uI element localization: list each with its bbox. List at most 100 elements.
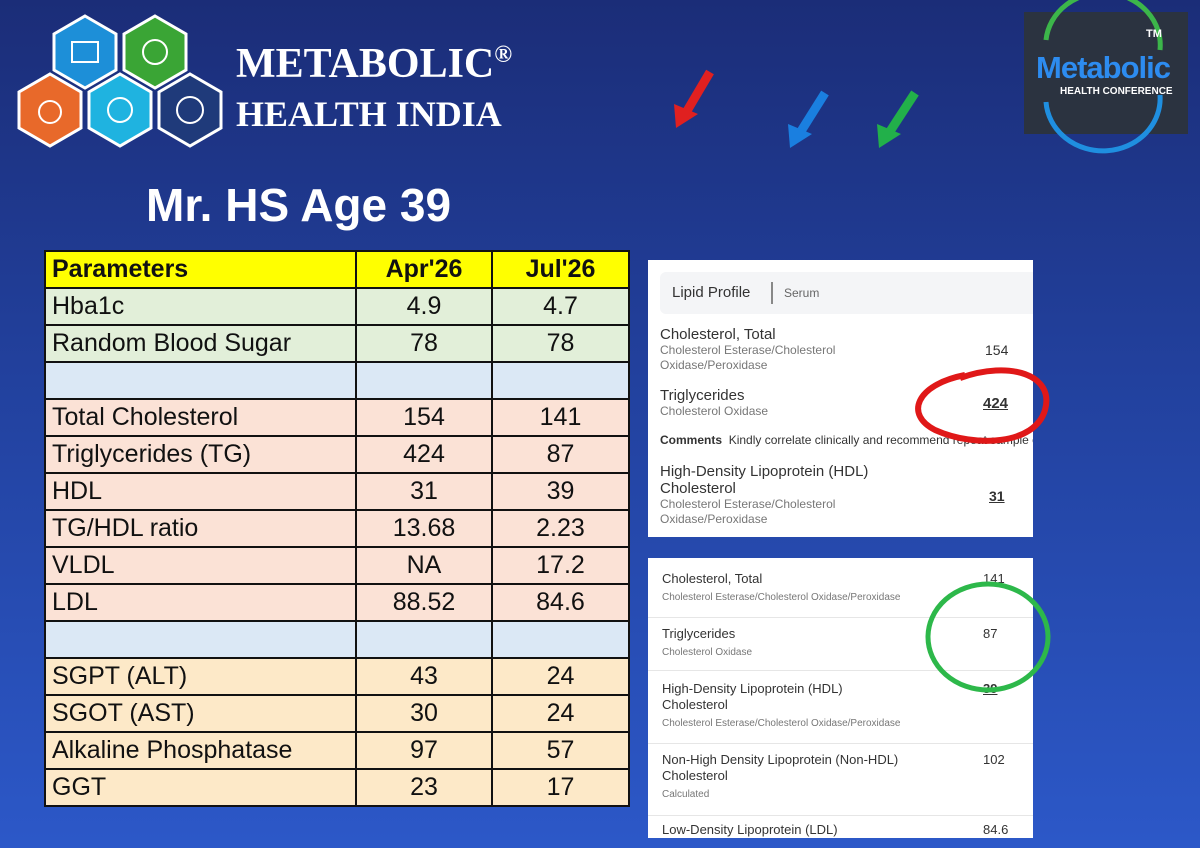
trademark: TM (1146, 28, 1162, 40)
table-cell: 78 (355, 324, 493, 363)
table-cell: Hba1c (44, 287, 357, 326)
table-cell: 88.52 (355, 583, 493, 622)
report-panel: Lipid Profile Serum Cholesterol, Total Ch… (648, 260, 1033, 537)
blank-cell (44, 620, 357, 659)
table-cell: 84.6 (491, 583, 630, 622)
table-cell: HDL (44, 472, 357, 511)
test-method: Calculated (662, 789, 710, 800)
test-method: Cholesterol Esterase/Cholesterol Oxidase… (662, 718, 901, 729)
test-name: High-Density Lipoprotein (HDL) Cholester… (662, 681, 843, 712)
report-specimen: Serum (784, 286, 820, 300)
table-row: TG/HDL ratio 13.68 2.23 (44, 509, 630, 548)
table-cell: 30 (355, 694, 493, 733)
test-value: 424 (983, 395, 1009, 412)
table-cell: 2.23 (491, 509, 630, 548)
blank-cell (44, 361, 357, 400)
slide-title: Mr. HS Age 39 (146, 179, 452, 231)
table-cell: 4.7 (491, 287, 630, 326)
table-cell: 141 (491, 398, 630, 437)
brand-mark: ® (494, 42, 513, 68)
table-row: Hba1c 4.9 4.7 (44, 287, 630, 326)
table-row: Alkaline Phosphatase 97 57 (44, 731, 630, 770)
divider (648, 815, 1033, 816)
test-method: Cholesterol Oxidase (662, 647, 753, 658)
conference-subtitle: HEALTH CONFERENCE (1060, 86, 1173, 97)
test-value: 84.6 (983, 822, 1009, 837)
blank-cell (355, 361, 493, 400)
table-row: GGT 23 17 (44, 768, 630, 807)
table-cell: 154 (355, 398, 493, 437)
table-cell: Jul'26 (491, 250, 630, 289)
test-method: Cholesterol Esterase/Cholesterol Oxidase… (662, 592, 901, 603)
report-panel: Cholesterol, Total Cholesterol Esterase/C… (648, 558, 1033, 838)
comments-text: Kindly correlate clinically and recommen… (728, 433, 1033, 447)
report-title: Lipid Profile (672, 284, 751, 301)
table-cell: 39 (491, 472, 630, 511)
table-cell: Apr'26 (355, 250, 493, 289)
table-cell: SGOT (AST) (44, 694, 357, 733)
table-row: Random Blood Sugar 78 78 (44, 324, 630, 363)
table-cell: 24 (491, 657, 630, 696)
test-name: Low-Density Lipoprotein (LDL) (662, 822, 838, 837)
table-cell: NA (355, 546, 493, 585)
table-cell: 23 (355, 768, 493, 807)
test-method: Cholesterol Esterase/Cholesterol Oxidase… (660, 343, 836, 372)
table-cell: 24 (491, 694, 630, 733)
table-cell: TG/HDL ratio (44, 509, 357, 548)
test-name: Triglycerides (662, 626, 736, 641)
conference-name: Metabolic (1036, 50, 1171, 85)
table-cell: LDL (44, 583, 357, 622)
test-name: Triglycerides (660, 387, 745, 404)
divider (648, 743, 1033, 744)
table-row: SGOT (AST) 30 24 (44, 694, 630, 733)
table-cell: 57 (491, 731, 630, 770)
hex-logo (17, 14, 223, 148)
separator (771, 282, 773, 304)
comments-label: Comments (660, 433, 723, 447)
table-row: HDL 31 39 (44, 472, 630, 511)
test-method: Cholesterol Oxidase (660, 404, 769, 418)
table-cell: 17.2 (491, 546, 630, 585)
table-cell: Random Blood Sugar (44, 324, 357, 363)
logo-arc (1043, 0, 1163, 51)
logo-arc (1043, 94, 1163, 154)
table-row: SGPT (ALT) 43 24 (44, 657, 630, 696)
blank-cell (355, 620, 493, 659)
arrows (674, 69, 919, 148)
brand-name-text: METABOLIC (236, 41, 495, 87)
table-cell: Alkaline Phosphatase (44, 731, 357, 770)
table-row: VLDL NA 17.2 (44, 546, 630, 585)
table-row: Parameters Apr'26 Jul'26 (44, 250, 630, 289)
test-value: 102 (983, 752, 1005, 767)
table-cell: Parameters (44, 250, 357, 289)
test-value: 141 (983, 571, 1005, 586)
table-row (44, 620, 630, 659)
table-cell: 87 (491, 435, 630, 474)
table-row: LDL 88.52 84.6 (44, 583, 630, 622)
report-header (660, 272, 1033, 314)
table-cell: 13.68 (355, 509, 493, 548)
test-value: 154 (985, 342, 1009, 358)
table-cell: Triglycerides (TG) (44, 435, 357, 474)
table-row: Total Cholesterol 154 141 (44, 398, 630, 437)
table-cell: VLDL (44, 546, 357, 585)
divider (648, 670, 1033, 671)
table-cell: 4.9 (355, 287, 493, 326)
table-cell: SGPT (ALT) (44, 657, 357, 696)
test-name: Cholesterol, Total (660, 326, 776, 343)
test-name: Non-High Density Lipoprotein (Non-HDL) C… (662, 752, 899, 783)
table-row: Triglycerides (TG) 424 87 (44, 435, 630, 474)
test-name: Cholesterol, Total (662, 571, 763, 586)
results-table: Parameters Apr'26 Jul'26 Hba1c 4.9 4.7 Random … (44, 250, 630, 807)
test-value: 39 (983, 681, 998, 696)
table-cell: 43 (355, 657, 493, 696)
blank-cell (491, 620, 630, 659)
test-method: Cholesterol Esterase/Cholesterol Oxidase… (660, 497, 836, 526)
table-cell: 424 (355, 435, 493, 474)
test-value: 31 (989, 488, 1005, 504)
table-cell: 31 (355, 472, 493, 511)
table-cell: 78 (491, 324, 630, 363)
table-cell: GGT (44, 768, 357, 807)
